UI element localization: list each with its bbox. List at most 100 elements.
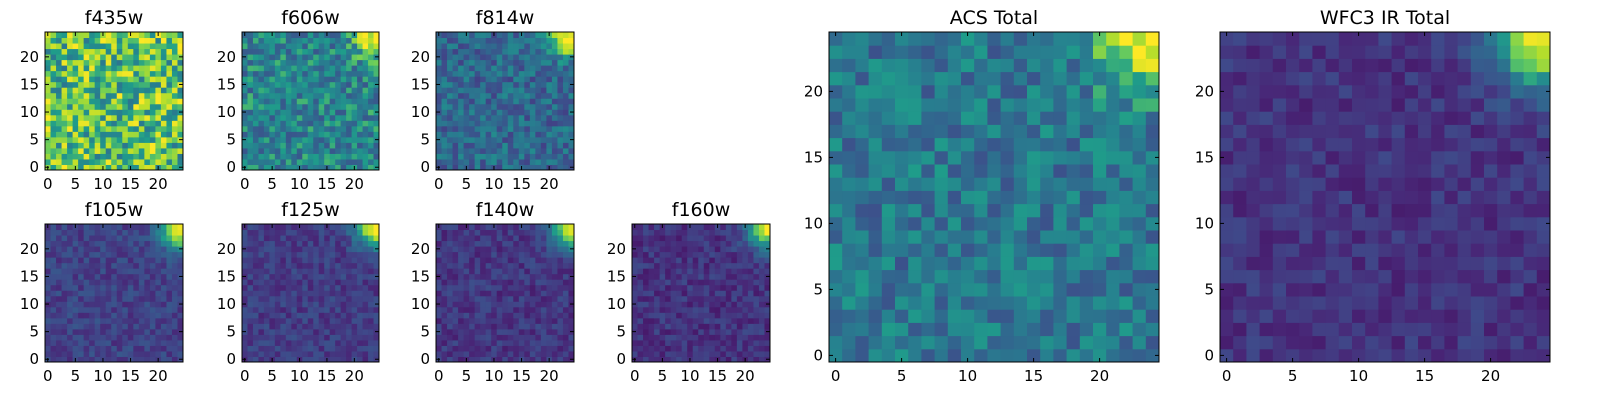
heatmap-cell [100, 312, 107, 319]
heatmap-cell [258, 48, 265, 55]
heatmap-cell [133, 76, 140, 83]
heatmap-cell [329, 334, 336, 341]
heatmap-cell [252, 268, 259, 275]
heatmap-cell [659, 235, 666, 242]
heatmap-cell [252, 103, 259, 110]
heatmap-cell [643, 317, 650, 324]
heatmap-cell [318, 273, 325, 280]
heatmap-cell [307, 43, 314, 50]
heatmap-cell [242, 92, 248, 99]
heatmap-cell [513, 32, 520, 39]
heatmap-cell [562, 98, 569, 105]
heatmap-cell [529, 98, 536, 105]
heatmap-cell [50, 279, 57, 286]
heatmap-cell [747, 235, 754, 242]
heatmap-cell [105, 251, 112, 258]
heatmap-cell [665, 356, 672, 363]
heatmap-cell [855, 335, 870, 350]
heatmap-cell [307, 235, 314, 242]
heatmap-cell [842, 296, 856, 310]
heatmap-cell [127, 114, 134, 121]
heatmap-cell [1093, 282, 1107, 297]
heatmap-cell [557, 48, 564, 55]
heatmap-cell [725, 323, 732, 330]
heatmap-cell [562, 235, 569, 242]
heatmap-cell [89, 240, 96, 247]
heatmap-cell [324, 251, 331, 258]
heatmap-cell [502, 262, 509, 269]
heatmap-cell [670, 262, 677, 269]
heatmap-cell [753, 306, 760, 313]
heatmap-cell [855, 164, 870, 178]
heatmap-cell [155, 257, 162, 264]
heatmap-cell [94, 65, 101, 72]
heatmap-cell [263, 339, 270, 346]
axes-frame [435, 223, 575, 363]
heatmap-cell [632, 339, 639, 346]
heatmap-cell [111, 81, 118, 88]
heatmap-cell [280, 76, 287, 83]
heatmap-cell [258, 356, 265, 363]
heatmap-cell [829, 256, 843, 271]
heatmap-cell [540, 32, 547, 39]
heatmap-cell [665, 240, 672, 247]
heatmap-cell [105, 164, 112, 171]
heatmap-cell [1106, 230, 1120, 244]
heatmap-cell [116, 284, 123, 291]
heatmap-cell [171, 32, 178, 39]
heatmap-cell [485, 32, 492, 39]
heatmap-cell [83, 268, 90, 275]
heatmap-cell [458, 158, 465, 165]
heatmap-cell [551, 136, 558, 143]
heatmap-cell [368, 323, 375, 330]
heatmap-cell [247, 54, 254, 61]
heatmap-cell [502, 306, 509, 313]
heatmap-cell [1093, 348, 1107, 363]
heatmap-cell [302, 273, 309, 280]
heatmap-cell [122, 295, 129, 302]
heatmap-cell [895, 164, 909, 178]
heatmap-cell [518, 339, 525, 346]
heatmap-cell [452, 103, 459, 110]
heatmap-cell [441, 158, 448, 165]
heatmap-cell [105, 312, 112, 319]
heatmap-cell [302, 131, 309, 138]
heatmap-cell [720, 246, 727, 253]
heatmap-cell [160, 65, 167, 72]
heatmap-cell [458, 334, 465, 341]
heatmap-cell [496, 153, 503, 160]
heatmap-cell [562, 262, 569, 269]
heatmap-cell [469, 76, 476, 83]
heatmap-cell [280, 317, 287, 324]
heatmap-cell [160, 312, 167, 319]
heatmap-cell [934, 230, 949, 244]
heatmap-cell [357, 251, 364, 258]
heatmap-cell [280, 229, 287, 236]
heatmap-cell [659, 246, 666, 253]
heatmap-cell [56, 235, 63, 242]
heatmap-cell [242, 251, 248, 258]
heatmap-cell [291, 268, 298, 275]
heatmap-cell [100, 59, 107, 66]
heatmap-cell [535, 158, 542, 165]
heatmap-cell [491, 142, 498, 149]
heatmap-cell [94, 142, 101, 149]
heatmap-cell [725, 273, 732, 280]
heatmap-cell [155, 125, 162, 132]
heatmap-cell [540, 131, 547, 138]
heatmap-cell [247, 295, 254, 302]
heatmap-cell [974, 335, 988, 350]
heatmap-cell [335, 312, 342, 319]
heatmap-cell [452, 246, 459, 253]
heatmap-cell [340, 153, 347, 160]
heatmap-cell [105, 235, 112, 242]
heatmap-cell [144, 251, 151, 258]
heatmap-cell [94, 284, 101, 291]
heatmap-cell [546, 142, 553, 149]
heatmap-cell [329, 229, 336, 236]
heatmap-cell [546, 87, 553, 94]
heatmap-cell [357, 65, 364, 72]
heatmap-cell [441, 153, 448, 160]
heatmap-cell [329, 65, 336, 72]
heatmap-cell [329, 103, 336, 110]
